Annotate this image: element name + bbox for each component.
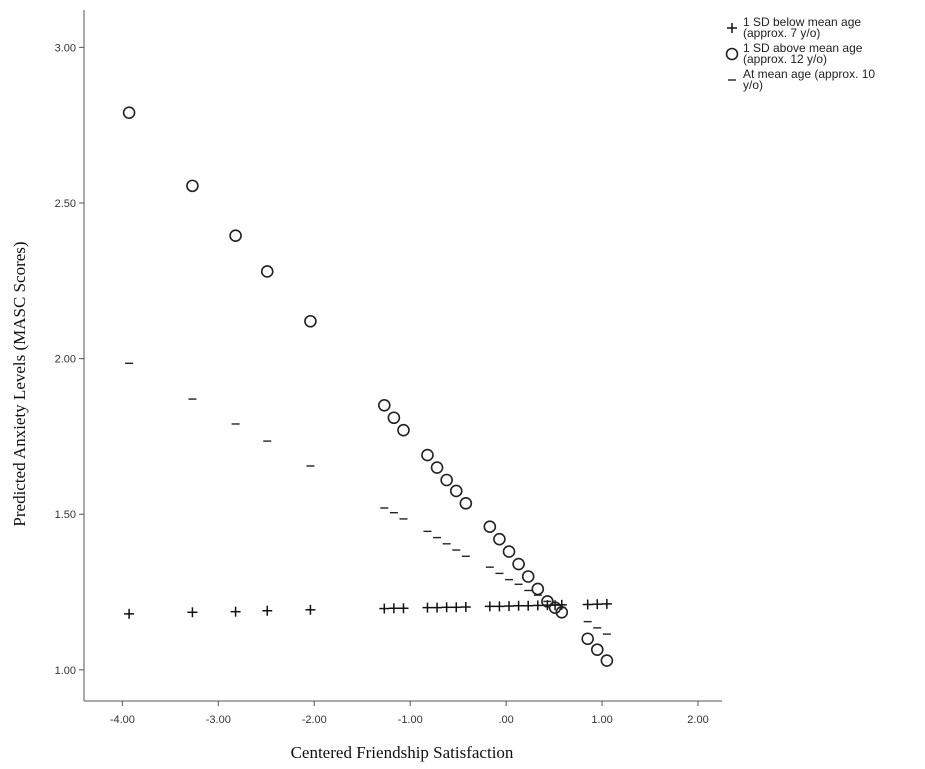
y-tick-label: 2.50 [55, 198, 76, 210]
plus-marker [388, 603, 399, 614]
plus-marker [262, 605, 273, 616]
y-tick-label: 1.50 [55, 509, 76, 521]
legend-label: 1 SD below mean age [743, 15, 861, 29]
plus-marker [523, 600, 534, 611]
plus-marker [601, 598, 612, 609]
legend-label: At mean age (approx. 10 [743, 67, 875, 81]
circle-marker [122, 106, 136, 120]
plus-marker [422, 602, 433, 613]
circle-marker [502, 545, 516, 558]
plus-marker [379, 603, 390, 614]
y-axis-title: Predicted Anxiety Levels (MASC Scores) [10, 241, 29, 526]
series-layer [122, 106, 614, 667]
series-1 [124, 598, 612, 619]
legend: 1 SD below mean age(approx. 7 y/o)1 SD a… [725, 15, 875, 92]
x-tick-label: .00 [498, 714, 513, 726]
plus-marker [592, 599, 603, 610]
legend-label: (approx. 12 y/o) [743, 52, 827, 66]
plus-marker [513, 600, 524, 611]
plus-marker [494, 601, 505, 612]
series-2 [122, 106, 614, 667]
y-axis: 1.00 1.50 2.00 2.50 3.00 [55, 10, 85, 701]
legend-label: y/o) [743, 78, 763, 92]
plus-marker [582, 599, 593, 610]
plus-marker [504, 601, 515, 612]
y-tick-label: 3.00 [55, 42, 76, 54]
circle-marker [186, 179, 199, 193]
series-3 [125, 362, 611, 635]
x-tick-label: -1.00 [398, 714, 423, 726]
circle-marker [397, 423, 410, 437]
circle-marker [377, 399, 391, 412]
y-tick-label: 1.00 [55, 665, 76, 677]
plus-marker [441, 602, 452, 613]
x-axis-title: Centered Friendship Satisfaction [291, 743, 514, 762]
circle-marker [600, 654, 614, 667]
x-tick-label: 1.00 [591, 714, 612, 726]
plus-marker [398, 603, 409, 614]
plus-marker-legend [727, 23, 737, 33]
circle-marker [440, 473, 453, 487]
legend-item: 1 SD below mean age(approx. 7 y/o) [727, 15, 861, 40]
circle-marker [531, 582, 545, 596]
circle-marker [581, 632, 594, 646]
circle-marker [260, 265, 274, 278]
circle-marker [521, 570, 535, 583]
circle-marker [421, 448, 434, 462]
circle-marker [430, 461, 444, 474]
circle-marker [483, 520, 497, 533]
circle-marker [387, 411, 401, 425]
plus-marker [432, 602, 443, 613]
legend-item: 1 SD above mean age(approx. 12 y/o) [725, 41, 863, 66]
plus-marker [305, 604, 316, 615]
circle-marker [541, 595, 554, 608]
circle-marker [590, 643, 604, 656]
legend-label: (approx. 7 y/o) [743, 26, 820, 40]
plus-marker [484, 601, 495, 612]
circle-marker [229, 229, 242, 242]
circle-marker [512, 557, 525, 571]
plus-marker [451, 602, 462, 613]
x-tick-label: -4.00 [110, 714, 135, 726]
x-tick-label: -3.00 [206, 714, 231, 726]
circle-marker-legend [725, 47, 739, 61]
plus-marker [532, 600, 543, 611]
x-axis: -4.00 -3.00 -2.00 -1.00 .00 1.00 2.00 [84, 700, 722, 726]
x-tick-label: 2.00 [687, 714, 708, 726]
plus-marker [230, 606, 241, 617]
legend-label: 1 SD above mean age [743, 41, 863, 55]
plus-marker [187, 607, 198, 618]
circle-marker [555, 605, 569, 619]
legend-item: At mean age (approx. 10y/o) [728, 67, 875, 92]
circle-marker [304, 314, 317, 328]
plus-marker [460, 601, 471, 612]
circle-marker [459, 497, 473, 510]
circle-marker [493, 532, 506, 546]
plus-marker [124, 608, 135, 619]
x-tick-label: -2.00 [302, 714, 327, 726]
circle-marker [449, 484, 463, 498]
y-tick-label: 2.00 [55, 354, 76, 366]
